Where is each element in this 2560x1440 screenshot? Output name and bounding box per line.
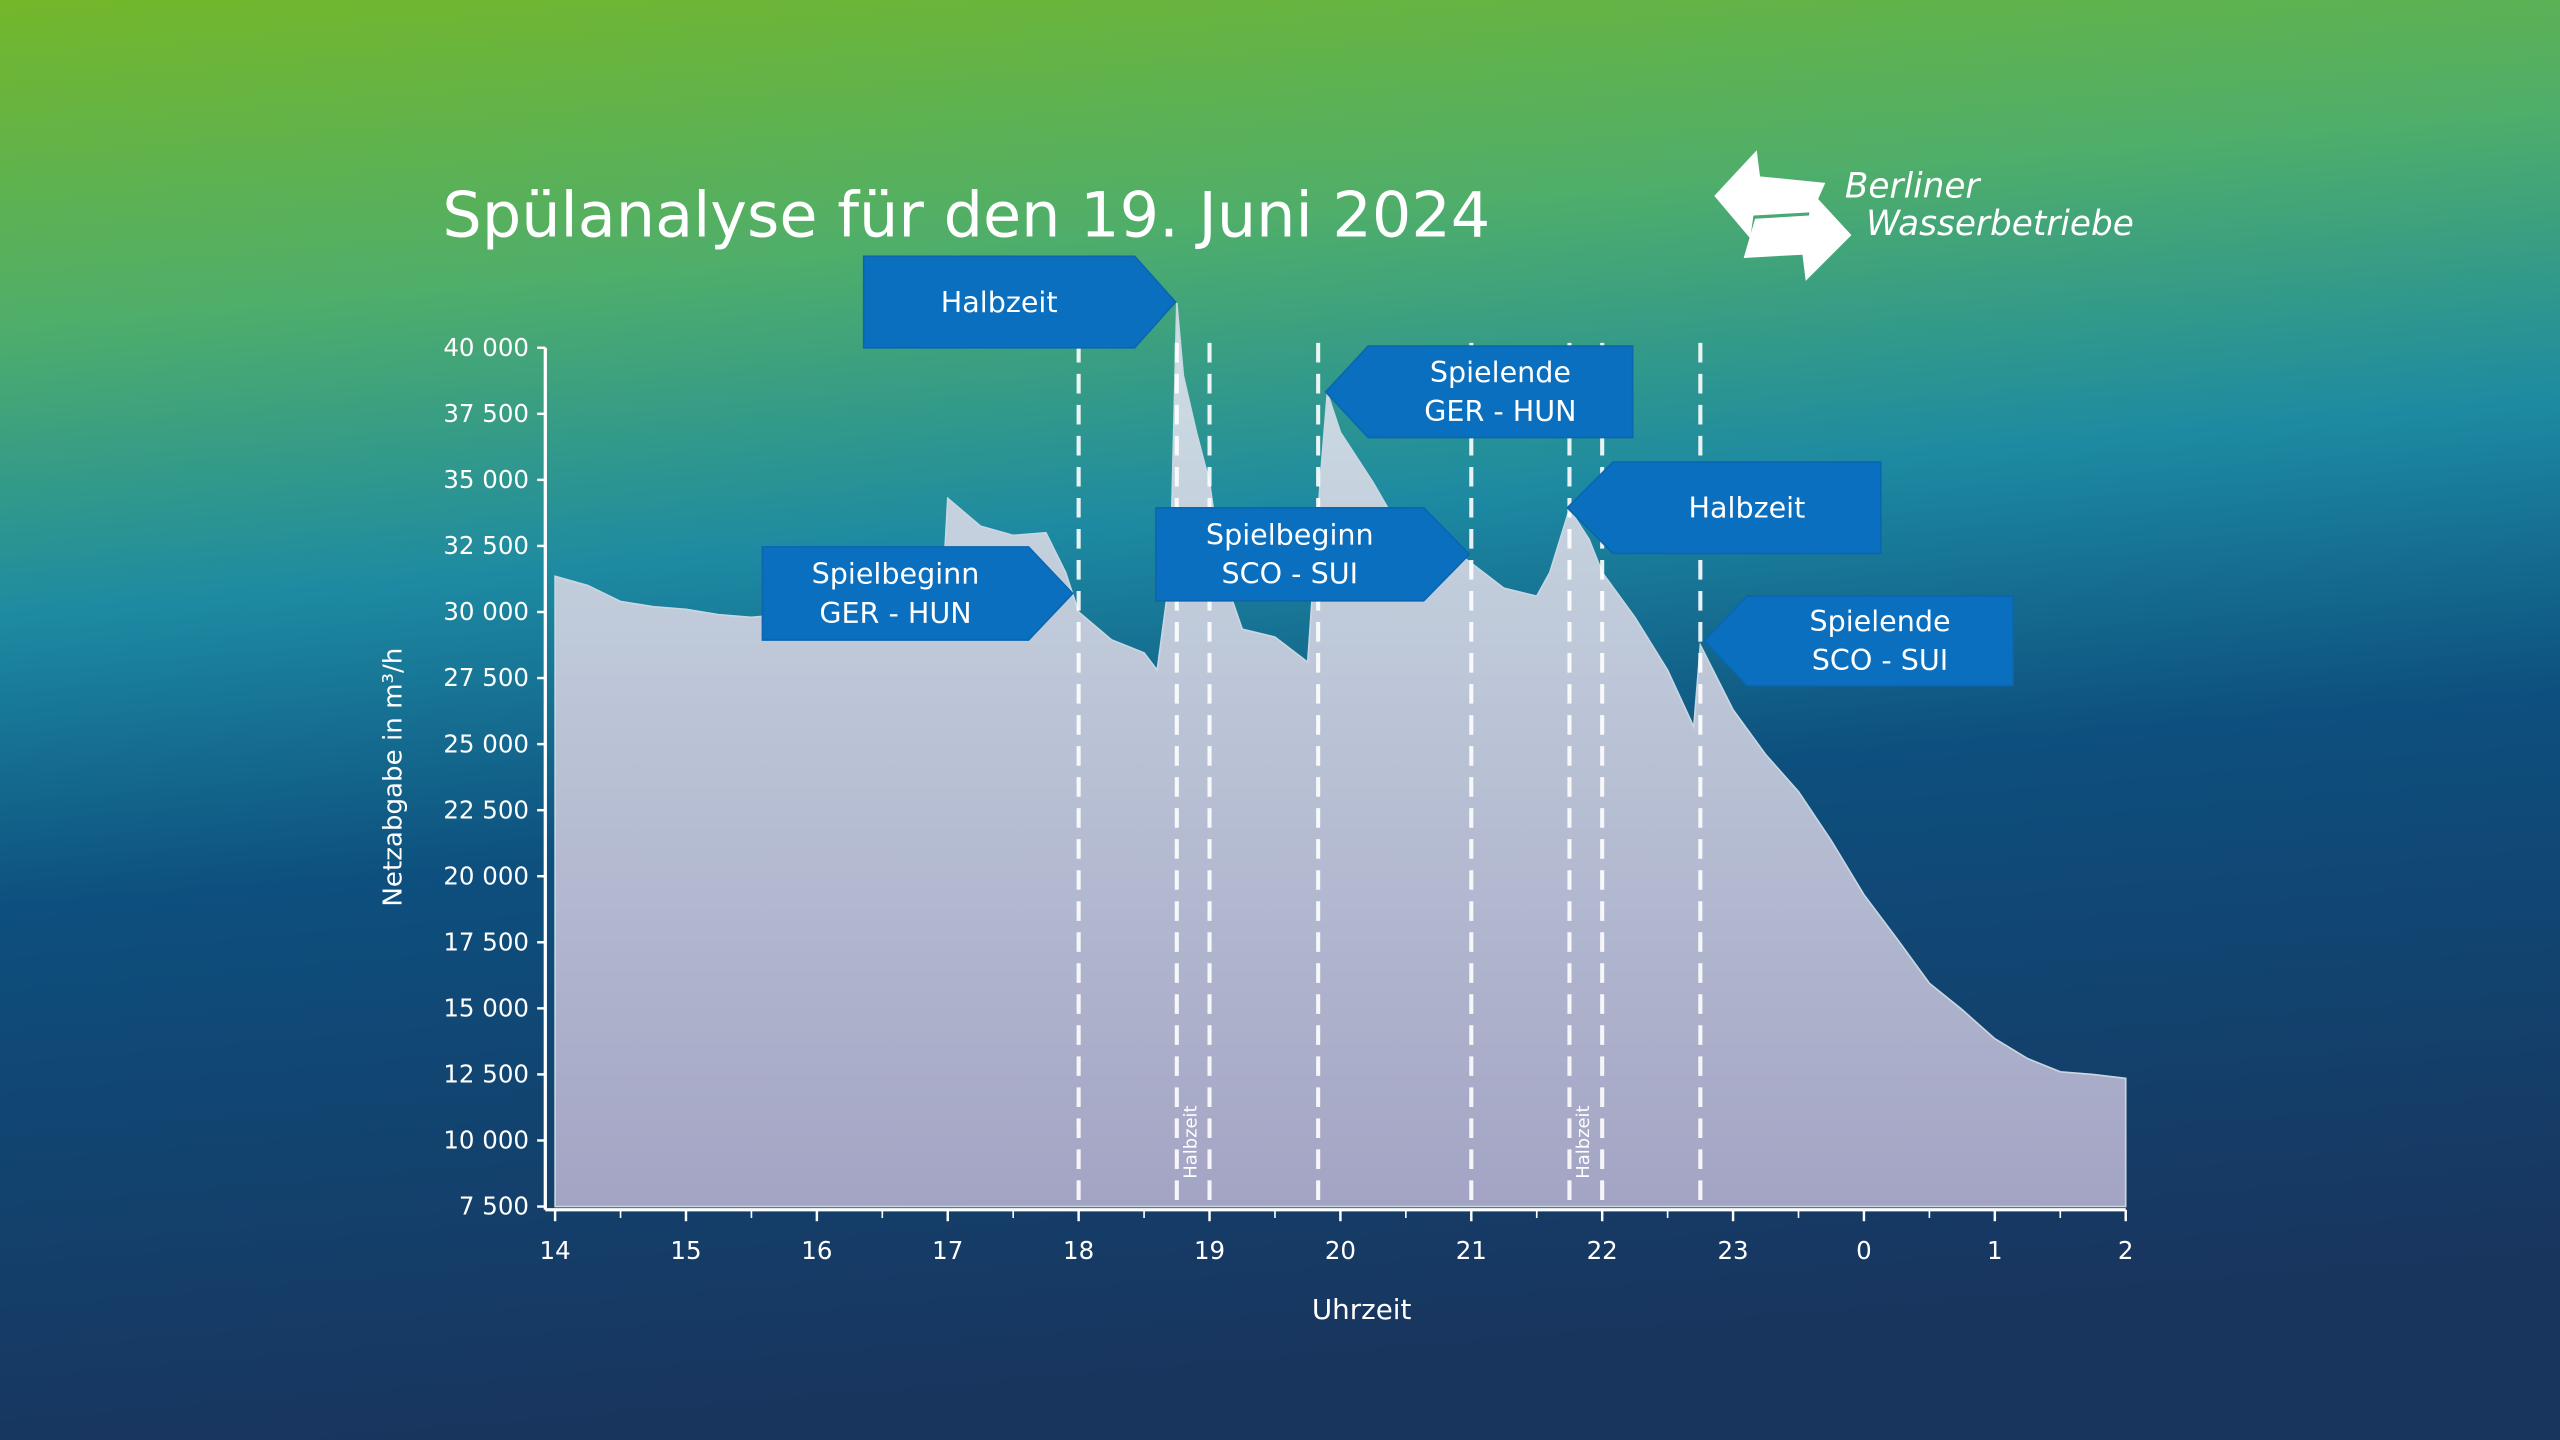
logo: Berliner Wasserbetriebe: [1714, 150, 2134, 281]
callout: Spielende SCO - SUI: [1703, 595, 2014, 687]
callout: Spielbeginn SCO - SUI: [1155, 506, 1471, 602]
x-tick-label: 15: [670, 1236, 701, 1265]
x-tick-label: 23: [1717, 1236, 1748, 1265]
x-tick-label: 17: [932, 1236, 963, 1265]
y-tick-label: 27 500: [443, 663, 529, 692]
y-tick-label: 35 000: [443, 465, 529, 494]
y-tick-label: 37 500: [443, 399, 529, 428]
x-tick-label: 14: [540, 1236, 571, 1265]
callout-box: [1703, 595, 2014, 687]
callout: Spielbeginn GER - HUN: [761, 546, 1074, 641]
logo-text: Berliner: [1845, 167, 1982, 207]
x-tick-label: 20: [1325, 1236, 1356, 1265]
y-tick-label: 40 000: [443, 333, 529, 362]
x-tick-label: 16: [801, 1236, 832, 1265]
callout-text: SCO - SUI: [1222, 557, 1358, 591]
callout-box: [1566, 461, 1882, 555]
callout-text: Halbzeit: [1689, 491, 1806, 525]
y-tick-label: 20 000: [443, 861, 529, 890]
callout: Halbzeit: [1566, 461, 1882, 555]
x-tick-label: 22: [1587, 1236, 1618, 1265]
event-label: Halbzeit: [1180, 1105, 1201, 1178]
logo-arrow: [1743, 192, 1852, 281]
y-tick-label: 22 500: [443, 795, 529, 824]
callout-text: SCO - SUI: [1812, 643, 1948, 677]
y-tick-label: 15 000: [443, 994, 529, 1023]
chart-title: Spülanalyse für den 19. Juni 2024: [442, 179, 1490, 252]
y-tick-label: 12 500: [443, 1060, 529, 1089]
callout-box: [862, 255, 1177, 349]
callout-box: [761, 546, 1074, 641]
callout-text: Spielende: [1809, 604, 1950, 638]
y-tick-label: 25 000: [443, 729, 529, 758]
x-axis-label: Uhrzeit: [1312, 1293, 1412, 1326]
x-tick-label: 21: [1456, 1236, 1487, 1265]
callout-text: Spielende: [1430, 355, 1571, 389]
callout-text: Halbzeit: [941, 285, 1058, 319]
callout: Spielende GER - HUN: [1324, 345, 1634, 439]
callout-box: [1155, 506, 1471, 602]
y-tick-label: 10 000: [443, 1126, 529, 1155]
logo-arrow: [1714, 150, 1826, 239]
logo-text: Wasserbetriebe: [1866, 204, 2134, 244]
callout-text: GER - HUN: [1424, 394, 1576, 428]
x-tick-label: 19: [1194, 1236, 1225, 1265]
x-tick-label: 18: [1063, 1236, 1094, 1265]
x-tick-label: 2: [2118, 1236, 2134, 1265]
y-axis-label: Netzabgabe in m³/h: [379, 648, 409, 907]
x-tick-label: 0: [1856, 1236, 1872, 1265]
callout-box: [1324, 345, 1634, 439]
y-tick-label: 30 000: [443, 597, 529, 626]
callout-text: Spielbeginn: [1206, 517, 1374, 551]
callout-text: GER - HUN: [819, 596, 971, 630]
y-tick-label: 7 500: [459, 1192, 529, 1221]
callout-text: Spielbeginn: [812, 557, 980, 591]
callout: Halbzeit: [862, 255, 1177, 349]
y-tick-label: 32 500: [443, 531, 529, 560]
y-tick-label: 17 500: [443, 927, 529, 956]
event-label: Halbzeit: [1573, 1105, 1594, 1178]
x-tick-label: 1: [1987, 1236, 2003, 1265]
